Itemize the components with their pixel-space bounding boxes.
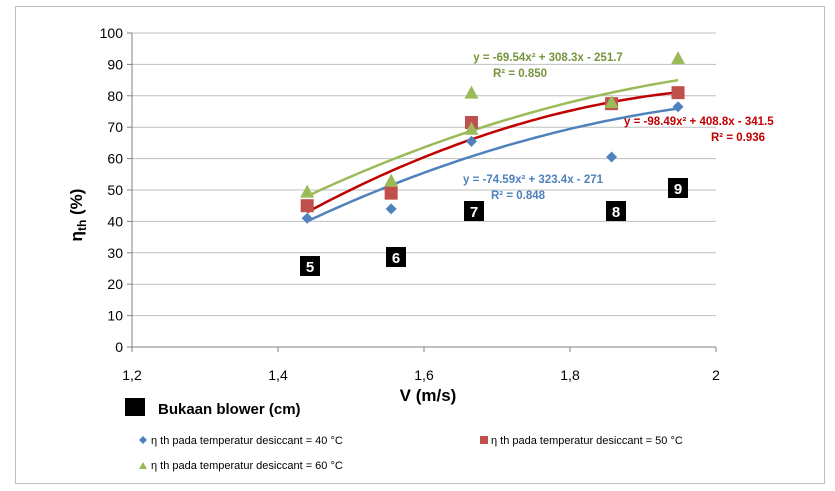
y-tick-label: 0 [115, 339, 123, 355]
opening-box-7: 7 [464, 201, 484, 221]
x-axis-title: V (m/s) [400, 386, 457, 405]
y-tick-label: 70 [107, 119, 123, 135]
x-tick-label: 1,2 [122, 367, 142, 383]
point-40 [465, 135, 477, 147]
point-60 [464, 85, 479, 99]
y-tick-label: 90 [107, 56, 123, 72]
r-squared-40: R² = 0.848 [491, 190, 546, 202]
trendline-series-0 [306, 107, 679, 223]
y-tick-label: 10 [107, 308, 123, 324]
opening-label-9: 9 [674, 181, 682, 198]
legend-marker-60 [139, 462, 147, 469]
opening-box-9: 9 [668, 178, 688, 198]
y-tick-label: 100 [100, 25, 124, 41]
point-50 [300, 199, 314, 213]
point-50 [671, 86, 685, 100]
x-tick-label: 1,6 [414, 367, 434, 383]
opening-legend-swatch [125, 398, 145, 416]
x-tick-label: 1,4 [268, 367, 288, 383]
x-tick-label: 2 [712, 367, 720, 383]
point-60 [464, 121, 479, 135]
equation-40: y = -74.59x² + 323.4x - 271 [463, 174, 604, 186]
point-50 [384, 186, 398, 200]
x-tick-labels: 1,2 1,4 1,6 1,8 2 [122, 367, 720, 383]
axes [127, 32, 717, 352]
point-40 [301, 212, 313, 224]
data-points [300, 51, 686, 224]
y-tick-labels: 0 10 20 30 40 50 60 70 80 90 100 [100, 25, 124, 355]
y-tick-label: 30 [107, 245, 123, 261]
y-tick-label: 40 [107, 213, 123, 229]
gridlines [132, 32, 716, 317]
legend-label-60: η th pada temperatur desiccant = 60 °C [151, 460, 343, 472]
legend: Bukaan blower (cm) η th pada temperatur … [125, 398, 683, 472]
point-60 [300, 184, 315, 198]
r-squared-60: R² = 0.850 [493, 68, 547, 80]
trendline-series-2 [306, 78, 679, 198]
y-tick-label: 20 [107, 276, 123, 292]
x-tick-label: 1,8 [560, 367, 580, 383]
legend-marker-40 [139, 436, 147, 444]
opening-box-8: 8 [606, 201, 626, 221]
legend-marker-50 [480, 436, 488, 444]
r-squared-50: R² = 0.936 [711, 132, 765, 144]
y-tick-label: 50 [107, 182, 123, 198]
point-40 [606, 151, 618, 163]
opening-label-6: 6 [392, 250, 400, 267]
opening-label-8: 8 [612, 204, 620, 221]
legend-label-50: η th pada temperatur desiccant = 50 °C [491, 435, 683, 447]
opening-legend-label: Bukaan blower (cm) [158, 401, 301, 418]
y-axis-title: ηth (%) [67, 189, 89, 242]
point-60 [384, 173, 399, 187]
point-40 [385, 203, 397, 215]
opening-box-5: 5 [300, 256, 320, 276]
legend-label-40: η th pada temperatur desiccant = 40 °C [151, 435, 343, 447]
opening-label-7: 7 [470, 204, 478, 221]
opening-label-5: 5 [306, 259, 314, 276]
chart-frame [15, 6, 825, 484]
equation-60: y = -69.54x² + 308.3x - 251.7 [473, 52, 623, 64]
y-tick-label: 60 [107, 151, 123, 167]
point-40 [672, 101, 684, 113]
point-60 [671, 51, 686, 65]
opening-box-6: 6 [386, 247, 406, 267]
y-tick-label: 80 [107, 88, 123, 104]
point-60 [604, 95, 619, 109]
equation-50: y = -98.49x² + 408.8x - 341.5 [624, 116, 774, 128]
